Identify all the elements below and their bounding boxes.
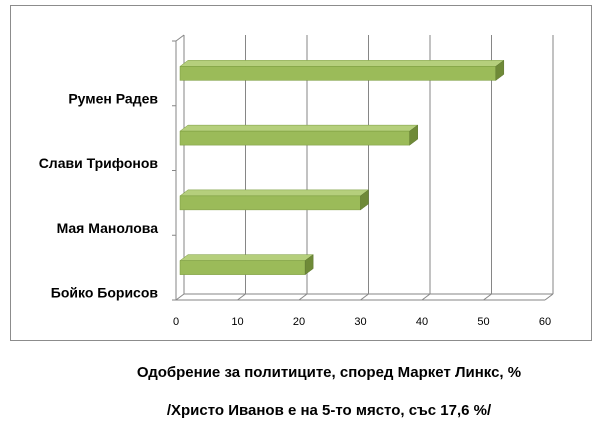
chart-caption: Одобрение за политиците, според Маркет Л…	[136, 364, 522, 381]
floor-gridline	[175, 293, 185, 301]
bar-top-face	[179, 124, 419, 132]
x-tick-label: 60	[539, 316, 551, 328]
x-tick-label: 0	[173, 316, 179, 328]
bar-front-face	[179, 130, 410, 146]
floor-gridline	[237, 293, 246, 301]
bar	[179, 254, 314, 276]
x-tick-label: 10	[231, 316, 243, 328]
bar-side-face	[304, 254, 314, 276]
bar	[179, 59, 505, 81]
x-tick-label: 40	[416, 316, 428, 328]
x-tick-label: 50	[477, 316, 489, 328]
floor-gridline	[483, 293, 492, 301]
floor-gridline	[421, 293, 431, 301]
bar-side-face	[409, 124, 418, 146]
bar-top-face	[179, 189, 370, 197]
category-label: Румен Радев	[68, 90, 158, 106]
bar-top-face	[179, 254, 314, 261]
floor-gridline	[544, 293, 554, 301]
x-tick-label: 20	[293, 316, 305, 328]
category-label: Слави Трифонов	[39, 155, 159, 171]
wall-top-edge	[175, 34, 185, 42]
bar-chart: 0 10 20 30 40 50 60 Румен Радев Слави Трифонов Ма…	[39, 34, 554, 328]
bar-front-face	[179, 260, 306, 275]
category-label: Бойко Борисов	[51, 285, 159, 301]
category-label: Мая Манолова	[57, 220, 159, 236]
x-tick-label: 30	[354, 316, 366, 328]
floor-gridline	[360, 293, 369, 301]
bar-top-face	[179, 60, 505, 67]
bar	[179, 189, 370, 211]
bar-side-face	[495, 59, 505, 81]
bar	[179, 124, 419, 146]
chart-note: /Христо Иванов е на 5-то място, със 17,6…	[166, 402, 492, 419]
floor-gridline	[298, 293, 308, 301]
bar-front-face	[179, 195, 361, 211]
bar-front-face	[179, 66, 497, 81]
bar-side-face	[360, 189, 369, 211]
